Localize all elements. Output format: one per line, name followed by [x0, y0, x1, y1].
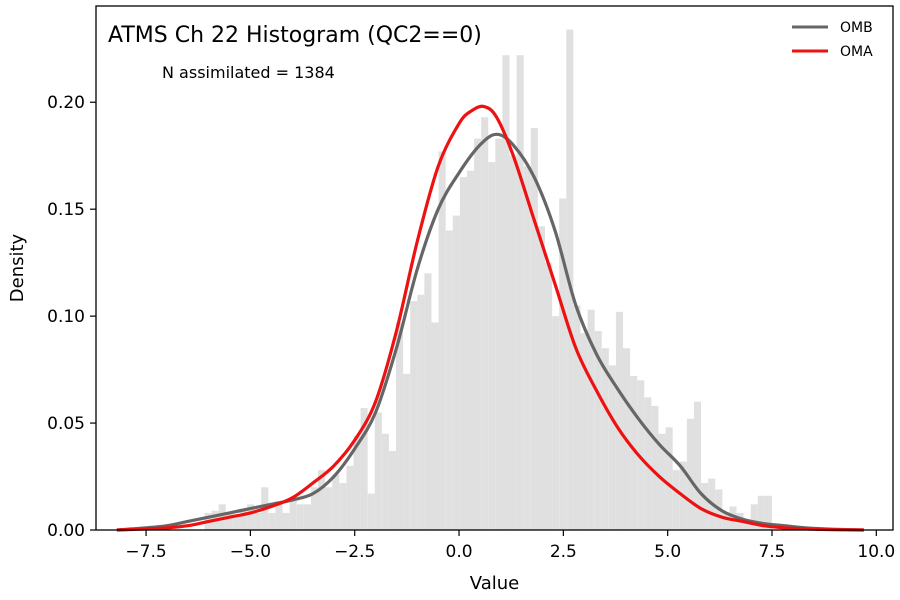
- histogram-bar: [310, 487, 318, 530]
- histogram-bar: [431, 322, 439, 530]
- histogram-bar: [516, 55, 524, 531]
- histogram-bar: [254, 512, 262, 530]
- plot-frame: [95, 5, 894, 531]
- histogram-bar: [608, 365, 616, 530]
- histogram-bar: [750, 504, 758, 530]
- histogram-bar: [438, 151, 446, 530]
- x-tick-label: 7.5: [758, 542, 785, 562]
- histogram-bar: [495, 138, 503, 531]
- y-tick-label: 0.05: [47, 414, 85, 434]
- histogram-bar: [537, 226, 545, 530]
- x-axis-label: Value: [470, 573, 519, 594]
- histogram-bar: [445, 230, 453, 531]
- histogram-bar: [424, 273, 432, 530]
- histogram-bar: [580, 333, 588, 530]
- histogram-bar: [615, 311, 624, 530]
- histogram-bar: [268, 512, 276, 530]
- histogram-bar: [459, 177, 467, 530]
- y-tick-label: 0.00: [47, 521, 85, 541]
- y-axis-label: Density: [7, 233, 28, 302]
- legend-label-omb: OMB: [840, 20, 873, 36]
- histogram-bar: [594, 331, 602, 530]
- histogram-bar: [630, 376, 638, 530]
- histogram-bar: [502, 55, 510, 531]
- histogram-bar: [339, 482, 347, 530]
- legend-label-oma: OMA: [840, 44, 873, 60]
- histogram-bar: [353, 435, 361, 530]
- histogram-bar: [289, 500, 297, 530]
- histogram-bar: [665, 427, 673, 530]
- histogram-bar: [247, 504, 255, 530]
- histogram-bar: [225, 512, 233, 530]
- y-axis-ticks: 0.00 0.05 0.10 0.15 0.20: [47, 93, 96, 541]
- histogram-bar: [374, 412, 382, 530]
- histogram-bar: [282, 512, 290, 530]
- histogram-bar: [743, 519, 751, 530]
- histogram-bar: [381, 433, 389, 530]
- chart-title: ATMS Ch 22 Histogram (QC2==0): [108, 23, 482, 48]
- histogram-bar: [481, 117, 489, 531]
- histogram-bar: [552, 316, 560, 530]
- histogram-bar: [239, 508, 248, 530]
- histogram-bar: [672, 470, 680, 530]
- histogram-bar: [523, 166, 531, 531]
- histogram-bar: [466, 170, 475, 530]
- series-line-oma: [116, 104, 864, 532]
- histogram-bar: [658, 433, 666, 530]
- y-tick-label: 0.10: [47, 307, 85, 327]
- x-tick-label: −5.0: [230, 542, 271, 562]
- histogram-bar: [693, 401, 702, 530]
- density-lines: [116, 104, 864, 532]
- histogram-bar: [530, 127, 538, 530]
- y-tick-label: 0.20: [47, 93, 85, 113]
- x-axis-ticks: −7.5 −5.0 −2.5 0.0 2.5 5.0 7.5 10.0: [125, 530, 895, 562]
- series-line-omb: [116, 132, 864, 532]
- x-tick-label: 2.5: [550, 542, 577, 562]
- histogram-bar: [757, 495, 765, 530]
- x-tick-label: 0.0: [446, 542, 473, 562]
- x-tick-label: 5.0: [654, 542, 681, 562]
- histogram-bar: [686, 418, 694, 530]
- histogram-bar: [509, 155, 517, 530]
- histogram-bar: [296, 504, 304, 530]
- histogram-bar: [488, 162, 496, 530]
- histogram-bar: [303, 504, 311, 530]
- histogram-bar: [637, 380, 645, 530]
- histogram-bar: [360, 408, 368, 530]
- histogram-bar: [544, 262, 553, 530]
- histogram-bar: [317, 470, 326, 530]
- y-tick-label: 0.15: [47, 200, 85, 220]
- histogram-bar: [474, 138, 482, 531]
- histogram-bar: [601, 348, 609, 530]
- x-tick-label: −2.5: [334, 542, 375, 562]
- histogram-bar: [275, 504, 283, 530]
- histogram-bar: [403, 373, 411, 530]
- histogram-bar: [332, 474, 340, 530]
- histogram-bar: [573, 305, 581, 530]
- histogram-bar: [764, 495, 772, 530]
- x-tick-label: 10.0: [857, 542, 895, 562]
- histogram-bar: [325, 487, 333, 530]
- histogram-bar: [388, 450, 397, 530]
- chart-annotation: N assimilated = 1384: [162, 63, 335, 82]
- histogram-bar: [701, 482, 709, 530]
- histogram-bar: [452, 215, 460, 530]
- histogram-bar: [417, 294, 425, 530]
- legend: OMB OMA: [792, 20, 873, 60]
- histogram-bar: [396, 322, 404, 530]
- histogram-bar: [651, 405, 659, 530]
- histogram-bar: [346, 465, 354, 530]
- histogram-bar: [367, 493, 375, 530]
- histogram-bar: [722, 512, 730, 530]
- histogram-bar: [587, 309, 595, 530]
- histogram-bar: [232, 517, 240, 530]
- x-tick-label: −7.5: [125, 542, 166, 562]
- histogram-bar: [559, 198, 567, 530]
- histogram-bar: [410, 301, 418, 530]
